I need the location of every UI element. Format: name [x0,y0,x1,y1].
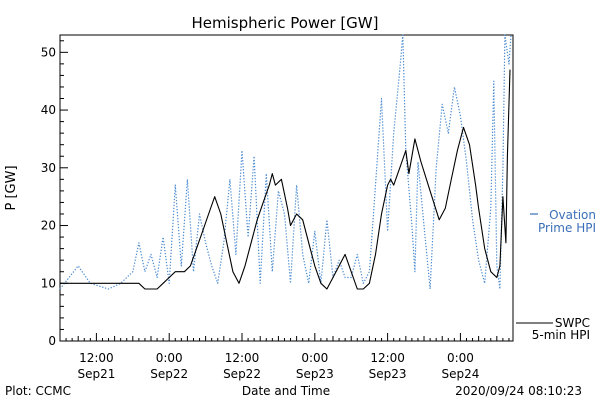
legend: Ovation Prime HPI SWPC 5-min HPI [516,208,596,342]
x-tick-label-time: 0:00 [301,351,328,365]
chart-title: Hemispheric Power [GW] [192,14,379,32]
y-tick-label: 10 [41,276,56,290]
series-layer [59,34,512,290]
x-tick-label-time: 0:00 [156,351,183,365]
y-tick-label: 30 [41,161,56,175]
y-tick-label: 0 [48,334,56,348]
x-tick-label-date: Sep21 [77,367,115,381]
x-tick-label-time: 12:00 [79,351,114,365]
x-tick-label-date: Sep22 [150,367,188,381]
legend-label-ovation-line1: Ovation [549,208,596,222]
x-tick-label-date: Sep23 [296,367,334,381]
y-axis: 0 10 20 30 40 50 [41,40,68,348]
legend-label-ovation-line2: Prime HPI [538,221,596,235]
x-tick-label-time: 0:00 [447,351,474,365]
x-axis: 12:00 Sep21 0:00 Sep22 12:00 Sep22 0:00 Sep23 12… [59,333,510,381]
plot-timestamp: 2020/09/24 08:10:23 [455,384,582,398]
x-tick-label-date: Sep24 [441,367,479,381]
legend-label-swpc-line1: SWPC [555,316,590,330]
plot-credit: Plot: CCMC [5,384,71,398]
legend-item-swpc: SWPC 5-min HPI [516,316,590,342]
y-tick-label: 50 [41,45,56,59]
legend-label-swpc-line2: 5-min HPI [532,328,590,342]
y-tick-label: 40 [41,103,56,117]
y-axis-label: P [GW] [4,165,19,210]
plot-frame [59,34,514,342]
x-axis-label: Date and Time [242,384,330,398]
series-swpc-line [60,69,511,290]
x-tick-label-date: Sep22 [223,367,261,381]
legend-item-ovation: Ovation Prime HPI [530,208,596,235]
x-tick-label-time: 12:00 [225,351,260,365]
series-ovation-prime-line [59,34,512,290]
x-tick-label-date: Sep23 [369,367,407,381]
y-tick-label: 20 [41,219,56,233]
x-tick-label-time: 12:00 [370,351,405,365]
